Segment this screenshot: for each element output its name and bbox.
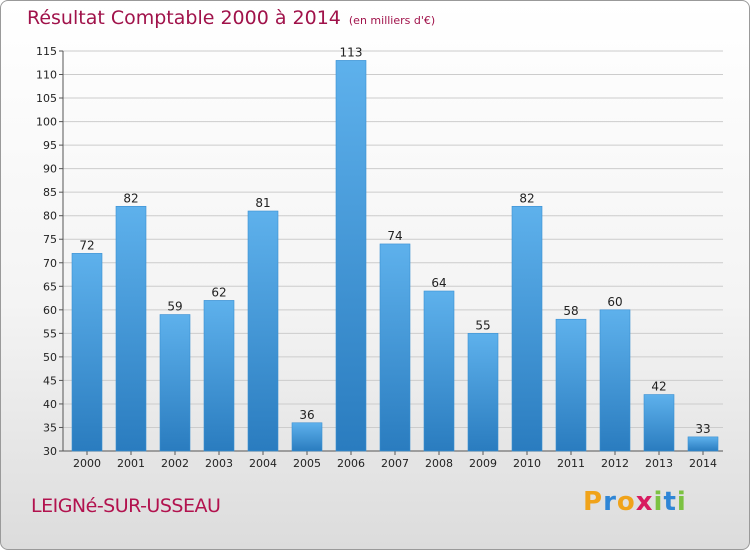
y-tick-label: 80 (43, 210, 57, 223)
x-tick-label: 2008 (425, 457, 453, 470)
bar-2002 (159, 314, 191, 452)
commune-name: LEIGNé-SUR-USSEAU (31, 495, 221, 517)
bar-value-label: 42 (651, 380, 666, 394)
logo-letter: i (676, 487, 687, 517)
bar-2010 (511, 205, 543, 452)
bar-2006 (335, 60, 367, 452)
bar-2005 (291, 422, 323, 452)
bar-2012 (599, 309, 631, 452)
bar-value-label: 113 (340, 45, 363, 59)
y-tick-label: 40 (43, 398, 57, 411)
bar-value-label: 64 (431, 276, 446, 290)
chart-title-block: Résultat Comptable 2000 à 2014 (en millie… (27, 7, 435, 29)
bar-value-label: 82 (519, 191, 534, 205)
x-tick-label: 2011 (557, 457, 585, 470)
bar-2008 (423, 290, 455, 452)
y-tick-label: 105 (36, 92, 57, 105)
y-tick-label: 35 (43, 421, 57, 434)
logo-letter: o (616, 487, 636, 517)
y-tick-label: 50 (43, 351, 57, 364)
y-tick-label: 90 (43, 163, 57, 176)
x-tick-label: 2000 (73, 457, 101, 470)
bar-value-label: 81 (255, 196, 270, 210)
bar-2011 (555, 318, 587, 452)
y-tick-label: 85 (43, 186, 57, 199)
bars (71, 60, 719, 452)
bar-value-label: 72 (79, 238, 94, 252)
logo-letter: i (653, 487, 664, 517)
y-tick-label: 100 (36, 116, 57, 129)
bar-value-label: 33 (695, 422, 710, 436)
x-tick-label: 2003 (205, 457, 233, 470)
bar-value-label: 58 (563, 304, 578, 318)
x-tick-label: 2001 (117, 457, 145, 470)
y-tick-label: 45 (43, 374, 57, 387)
bar-2009 (467, 333, 499, 452)
y-tick-label: 70 (43, 257, 57, 270)
bar-2001 (115, 205, 147, 452)
logo-letter: t (663, 487, 677, 517)
axes: 30 35 40 45 50 55 60 65 70 75 80 85 90 95 100 105 110 115… (36, 45, 723, 470)
x-tick-label: 2005 (293, 457, 321, 470)
chart-subtitle: (en milliers d'€) (348, 14, 436, 27)
logo-letter: x (635, 487, 654, 517)
y-tick-label: 75 (43, 233, 57, 246)
bar-value-label: 62 (211, 285, 226, 299)
x-tick-label: 2007 (381, 457, 409, 470)
bar-value-label: 59 (167, 300, 182, 314)
logo-letter: r (603, 487, 617, 517)
bar-value-label: 55 (475, 318, 490, 332)
y-tick-label: 55 (43, 327, 57, 340)
y-tick-label: 115 (36, 45, 57, 58)
bar-value-label: 36 (299, 408, 314, 422)
bar-2007 (379, 243, 411, 452)
labels: 72 82 59 62 81 36 113 74 64 55 82 58 60 42 33 (79, 45, 710, 435)
x-tick-label: 2014 (689, 457, 717, 470)
y-tick-label: 65 (43, 280, 57, 293)
bar-value-label: 82 (123, 191, 138, 205)
y-tick-label: 95 (43, 139, 57, 152)
bar-2013 (643, 394, 675, 452)
y-tick-label: 30 (43, 445, 57, 458)
y-tick-label: 60 (43, 304, 57, 317)
x-tick-label: 2010 (513, 457, 541, 470)
x-tick-label: 2002 (161, 457, 189, 470)
bar-value-label: 74 (387, 229, 402, 243)
bar-value-label: 60 (607, 295, 622, 309)
bar-2000 (71, 253, 103, 452)
bar-2014 (687, 436, 719, 452)
y-tick-label: 110 (36, 69, 57, 82)
proxiti-logo: Proxiti (583, 487, 687, 517)
bar-2003 (203, 300, 235, 452)
x-tick-label: 2012 (601, 457, 629, 470)
chart-title: Résultat Comptable 2000 à 2014 (27, 7, 341, 29)
x-tick-label: 2004 (249, 457, 277, 470)
x-tick-label: 2009 (469, 457, 497, 470)
x-tick-label: 2013 (645, 457, 673, 470)
x-tick-label: 2006 (337, 457, 365, 470)
logo-letter: P (583, 487, 604, 517)
bar-2004 (247, 210, 279, 452)
